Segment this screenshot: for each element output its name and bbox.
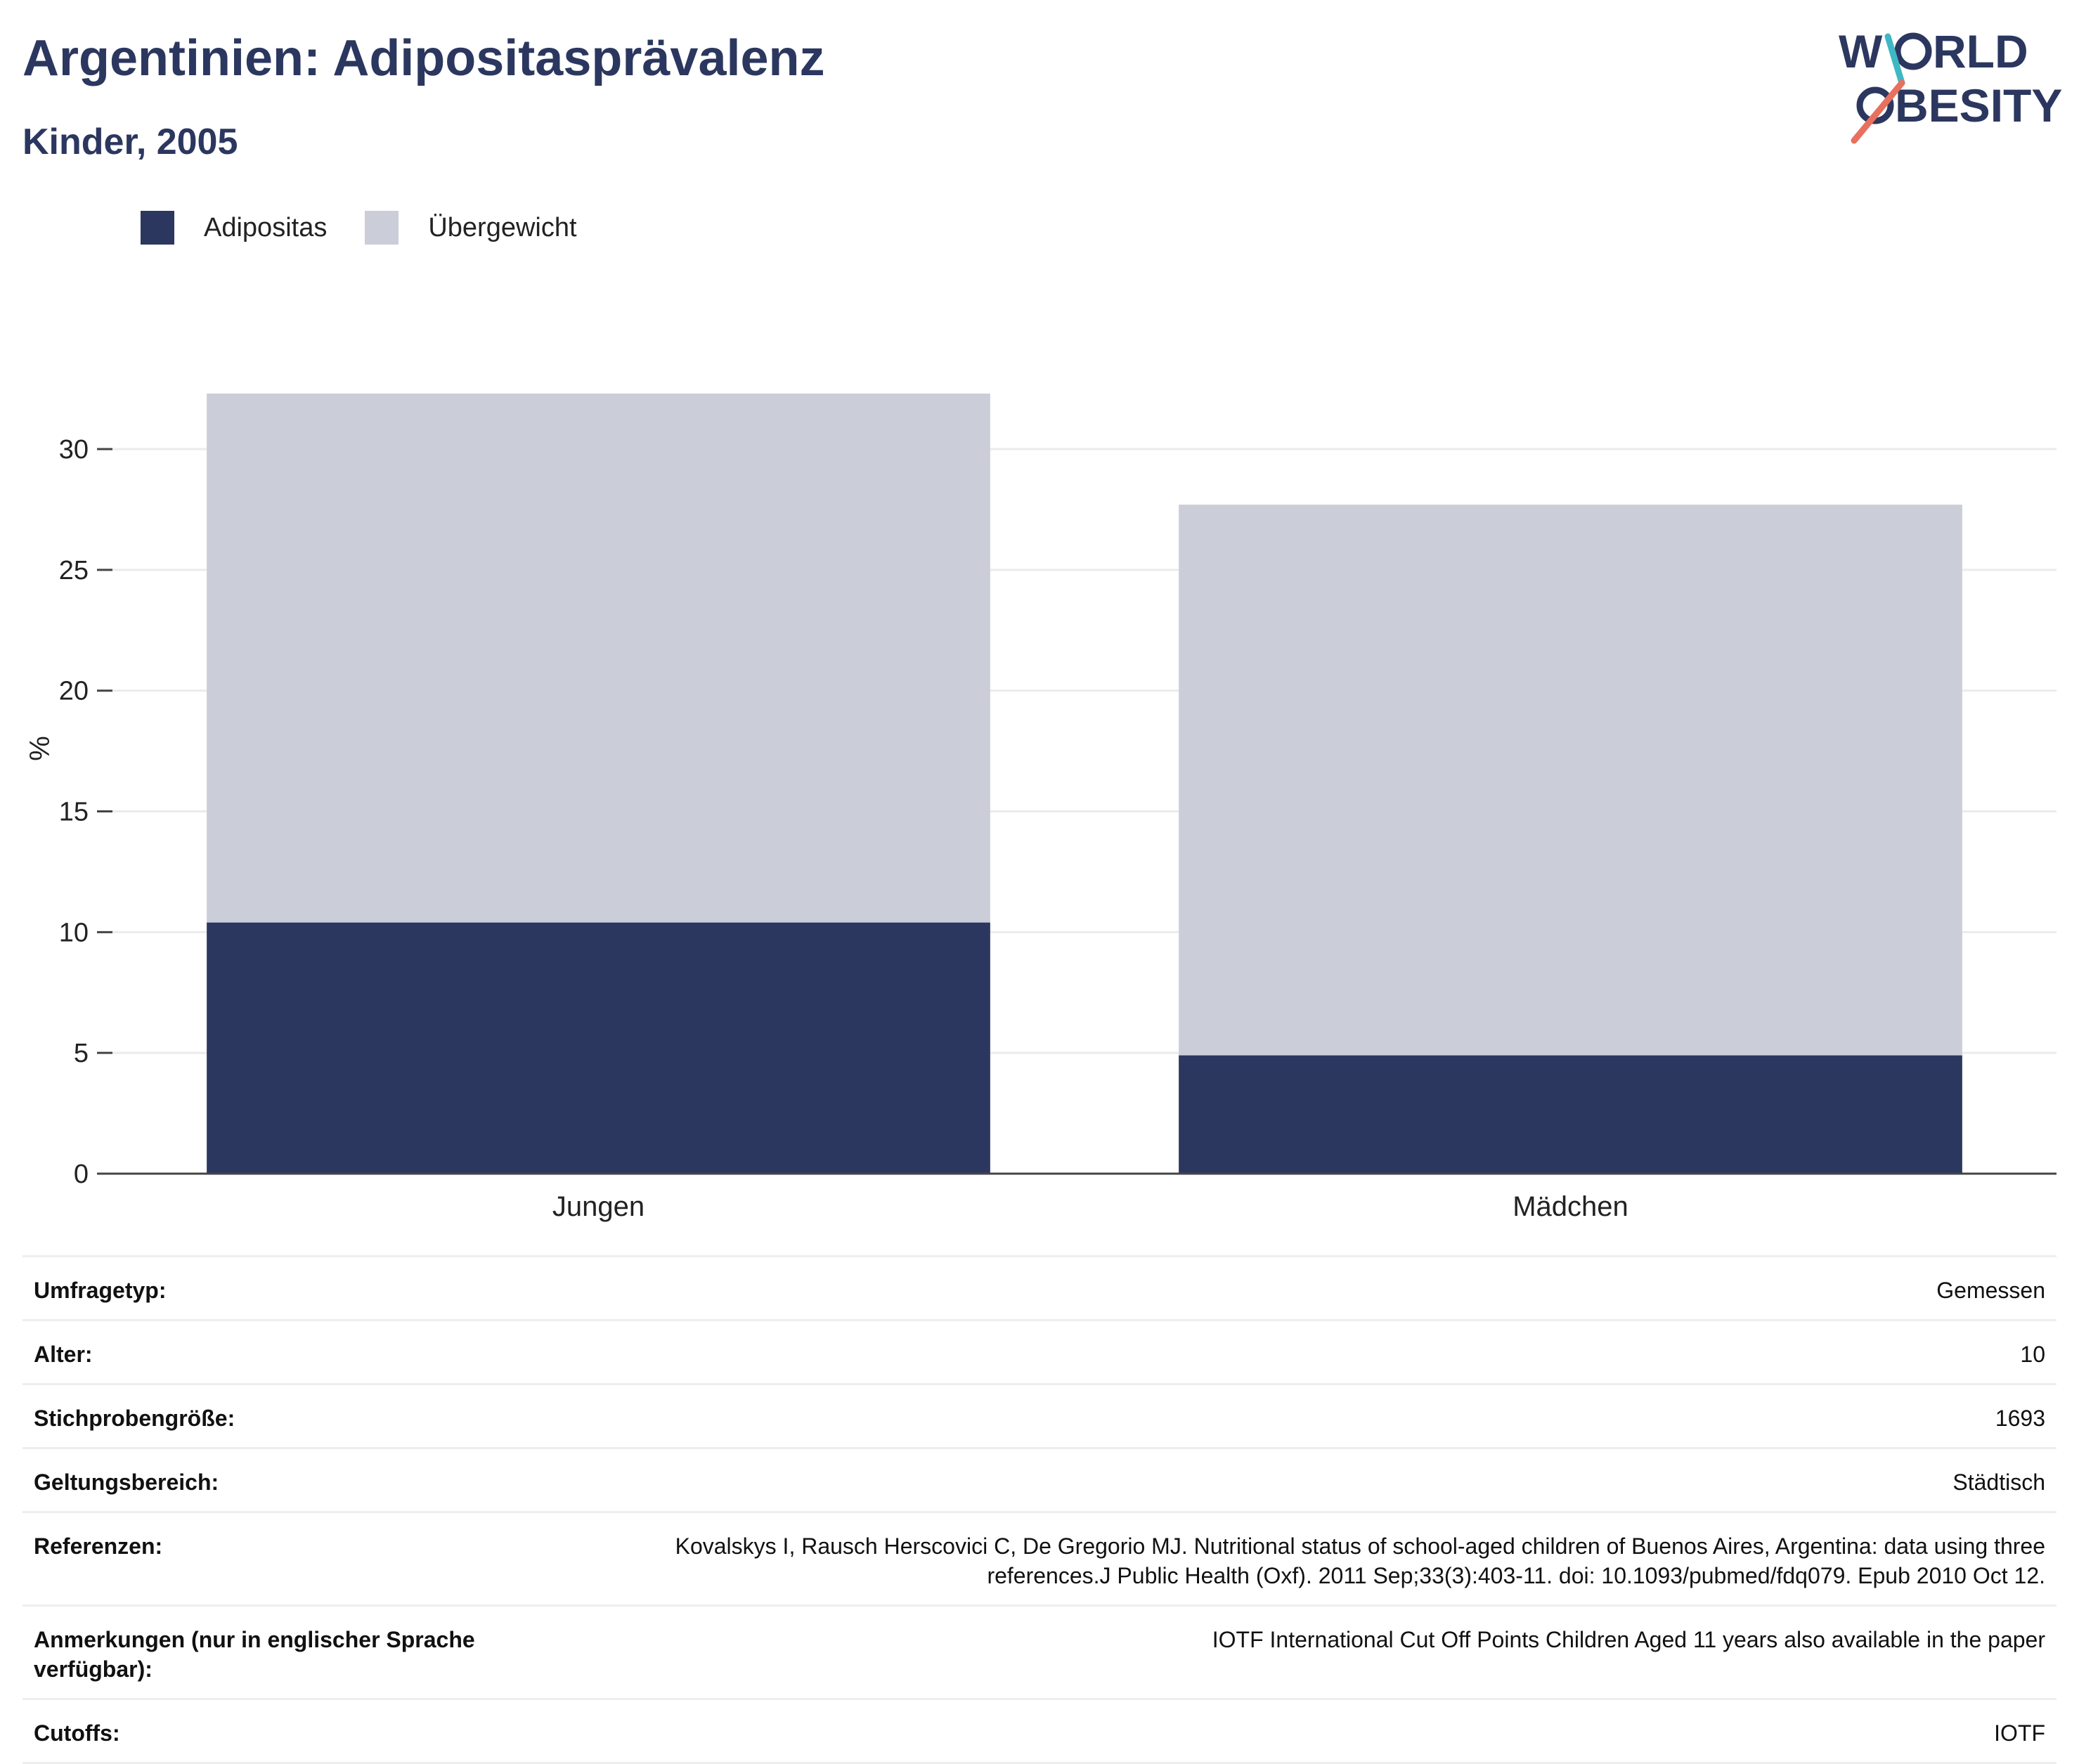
table-row: Umfragetyp: Gemessen [22,1255,2057,1321]
table-row: Referenzen: Kovalskys I, Rausch Herscovi… [22,1511,2057,1606]
svg-text:W: W [1839,25,1883,77]
page-subtitle: Kinder, 2005 [22,122,238,162]
y-tick-label: 0 [74,1160,89,1189]
y-tick-label: 15 [59,798,89,827]
svg-text:BESITY: BESITY [1895,79,2062,131]
y-tick-label: 25 [59,556,89,585]
meta-label: Alter: [22,1319,537,1384]
meta-value: Gemessen [537,1255,2057,1321]
meta-label: Umfragetyp: [22,1255,537,1321]
meta-value: IOTF International Cut Off Points Childr… [537,1604,2057,1699]
meta-label: Referenzen: [22,1511,537,1606]
chart-legend: Adipositas Übergewicht [141,208,615,247]
meta-value: Kovalskys I, Rausch Herscovici C, De Gre… [537,1511,2057,1606]
legend-item-adipositas[interactable]: Adipositas [141,211,327,245]
meta-value: Städtisch [537,1447,2057,1512]
y-axis-title: % [25,736,56,761]
svg-text:RLD: RLD [1933,25,2028,77]
table-row: Geltungsbereich: Städtisch [22,1447,2057,1512]
legend-swatch-uebergewicht [365,211,399,245]
meta-label: Anmerkungen (nur in englischer Sprache v… [22,1604,537,1699]
y-tick-label: 20 [59,677,89,706]
y-tick-label: 30 [59,435,89,465]
table-row: Cutoffs: IOTF [22,1698,2057,1764]
bar-adipositas-1 [207,922,990,1174]
table-row: Anmerkungen (nur in englischer Sprache v… [22,1604,2057,1699]
stacked-bar-chart: 0 5 10 15 20 25 30% Jungen Mädchen [25,394,2057,1222]
legend-label-uebergewicht: Übergewicht [428,212,577,242]
meta-value: IOTF [537,1698,2057,1764]
meta-value: 10 [537,1319,2057,1384]
meta-label: Geltungsbereich: [22,1447,537,1512]
meta-label: Stichprobengröße: [22,1383,537,1448]
world-obesity-logo: W RLD BESITY [1839,25,2062,144]
legend-item-uebergewicht[interactable]: Übergewicht [365,211,577,245]
x-tick-label: Mädchen [1513,1191,1628,1222]
bar-adipositas-2 [1179,1055,1962,1174]
metadata-table: Umfragetyp: Gemessen Alter: 10 Stichprob… [22,1255,2057,1764]
table-row: Alter: 10 [22,1319,2057,1384]
x-tick-label: Jungen [552,1191,645,1222]
table-row: Stichprobengröße: 1693 [22,1383,2057,1448]
meta-label: Cutoffs: [22,1698,537,1764]
bar-übergewicht-1 [207,394,990,923]
bar-übergewicht-2 [1179,505,1962,1056]
legend-label-adipositas: Adipositas [204,212,328,242]
y-tick-label: 5 [74,1039,89,1068]
y-tick-label: 10 [59,918,89,947]
page-title: Argentinien: Adipositasprävalenz [22,30,825,86]
meta-value: 1693 [537,1383,2057,1448]
legend-swatch-adipositas [141,211,174,245]
